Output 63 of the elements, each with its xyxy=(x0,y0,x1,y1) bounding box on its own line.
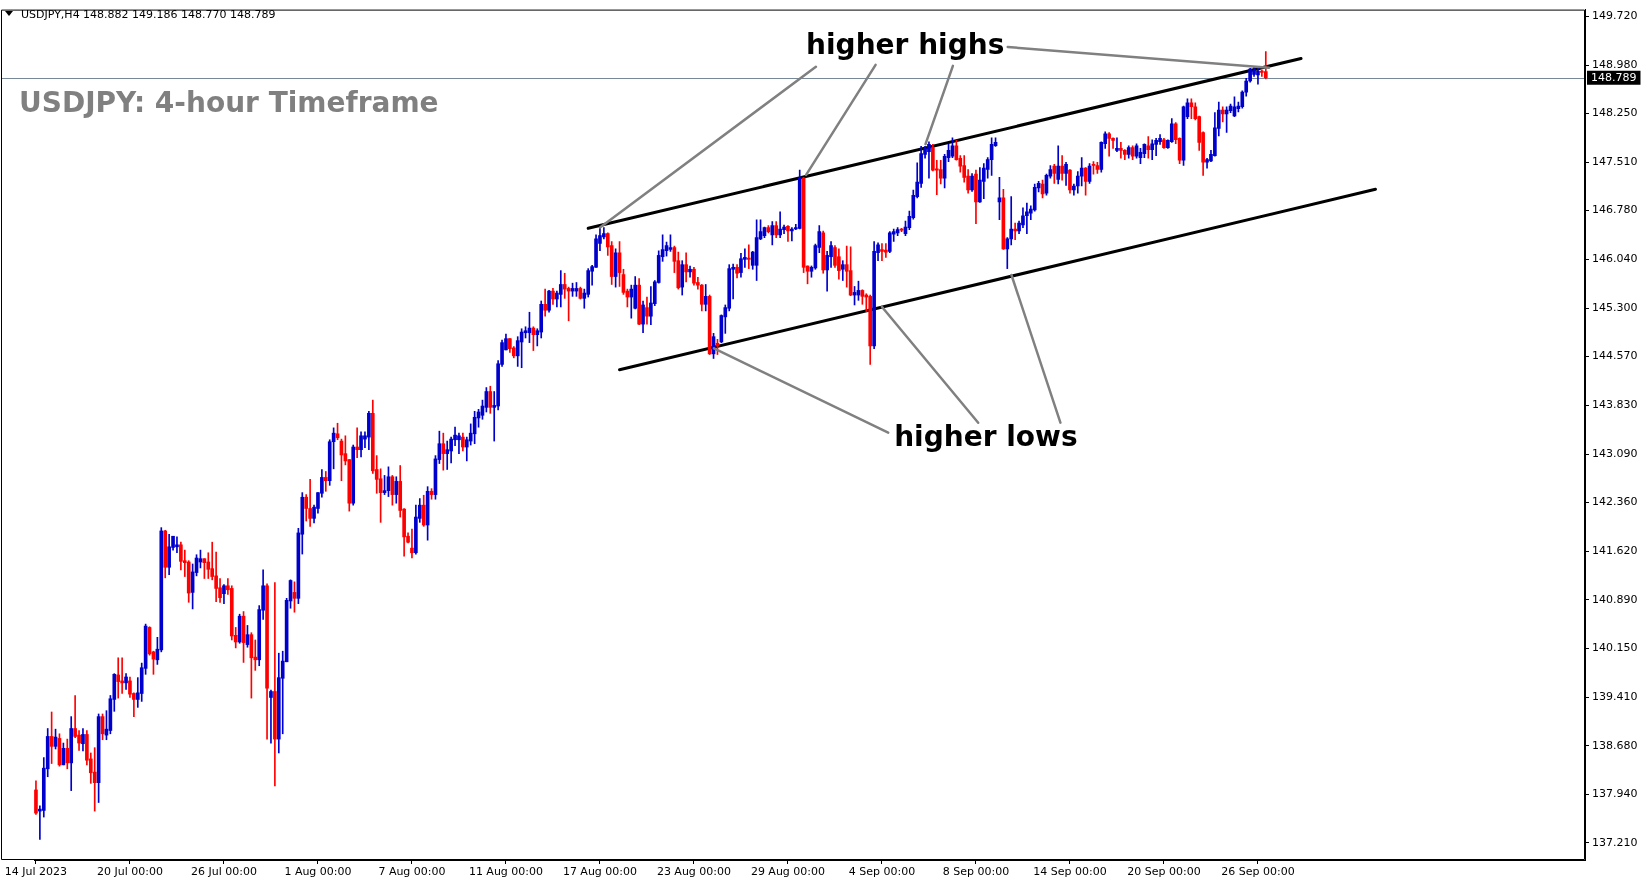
x-tick-label: 20 Sep 00:00 xyxy=(1127,865,1201,879)
y-tick-label: 137.210 xyxy=(1592,835,1638,849)
x-tick-label: 8 Sep 00:00 xyxy=(942,865,1010,879)
candlestick xyxy=(323,471,328,492)
candlestick xyxy=(92,747,97,812)
candlestick xyxy=(410,528,414,559)
y-tick-label: 145.300 xyxy=(1592,301,1638,315)
x-tick-label: 26 Sep 00:00 xyxy=(1221,865,1295,879)
candlestick xyxy=(1220,106,1225,123)
y-tick-label: 143.090 xyxy=(1592,447,1638,461)
x-tick-label: 1 Aug 00:00 xyxy=(284,865,352,879)
ref-line-label: 148.789 xyxy=(1591,71,1637,85)
y-tick-label: 148.250 xyxy=(1592,106,1638,120)
annotation: higher highs xyxy=(806,27,1005,61)
candlestick xyxy=(1025,202,1029,234)
y-tick-label: 146.780 xyxy=(1592,203,1638,217)
y-tick-label: 140.890 xyxy=(1592,592,1638,606)
x-tick-label: 4 Sep 00:00 xyxy=(848,865,916,879)
candlestick xyxy=(269,689,273,744)
x-tick-label: 29 Aug 00:00 xyxy=(750,865,826,879)
candlestick xyxy=(880,243,884,262)
candlestick xyxy=(457,432,461,454)
candlestick xyxy=(175,536,179,554)
y-tick-label: 141.620 xyxy=(1592,544,1638,558)
y-tick-label: 147.510 xyxy=(1592,155,1638,169)
x-tick-label: 14 Sep 00:00 xyxy=(1033,865,1107,879)
candlestick xyxy=(629,284,634,319)
y-tick-label: 140.150 xyxy=(1592,641,1638,655)
x-tick-label: 7 Aug 00:00 xyxy=(378,865,446,879)
x-tick-label: 17 Aug 00:00 xyxy=(562,865,638,879)
x-tick-label: 23 Aug 00:00 xyxy=(656,865,732,879)
y-tick-label: 143.830 xyxy=(1592,398,1638,412)
candlestick xyxy=(116,657,121,699)
x-tick-label: 26 Jul 00:00 xyxy=(190,865,257,879)
candlestick xyxy=(445,440,450,470)
candlestick xyxy=(355,427,359,458)
y-tick-label: 146.040 xyxy=(1592,252,1638,266)
candlestick xyxy=(684,252,688,283)
candlestick xyxy=(927,141,931,179)
candlestick xyxy=(273,582,277,787)
y-tick-label: 149.720 xyxy=(1592,9,1638,23)
candlestick xyxy=(778,211,782,238)
chart-subtitle: USDJPY,H4 148.882 149.186 148.770 148.789 xyxy=(21,7,276,21)
candlestick xyxy=(688,265,692,278)
candlestick xyxy=(1146,136,1151,159)
y-tick-label: 148.980 xyxy=(1592,57,1638,71)
y-tick-label: 142.360 xyxy=(1592,495,1638,509)
candlestick xyxy=(746,244,751,269)
x-tick-label: 14 Jul 2023 xyxy=(4,865,68,879)
candlestick xyxy=(1260,70,1264,77)
candlestick xyxy=(308,479,312,527)
candlestick xyxy=(1107,132,1111,157)
annotation: higher lows xyxy=(894,420,1078,454)
text: USDJPY: 4-hour Timeframe xyxy=(19,86,439,120)
candlestick xyxy=(1119,142,1123,159)
x-tick-label: 11 Aug 00:00 xyxy=(468,865,544,879)
x-tick-label: 20 Jul 00:00 xyxy=(96,865,163,879)
candlestick xyxy=(1115,137,1119,152)
candlestick xyxy=(543,288,547,317)
y-tick-label: 144.570 xyxy=(1592,349,1638,363)
y-tick-label: 138.680 xyxy=(1592,738,1638,752)
y-tick-label: 137.940 xyxy=(1592,787,1638,801)
y-tick-label: 139.410 xyxy=(1592,690,1638,704)
